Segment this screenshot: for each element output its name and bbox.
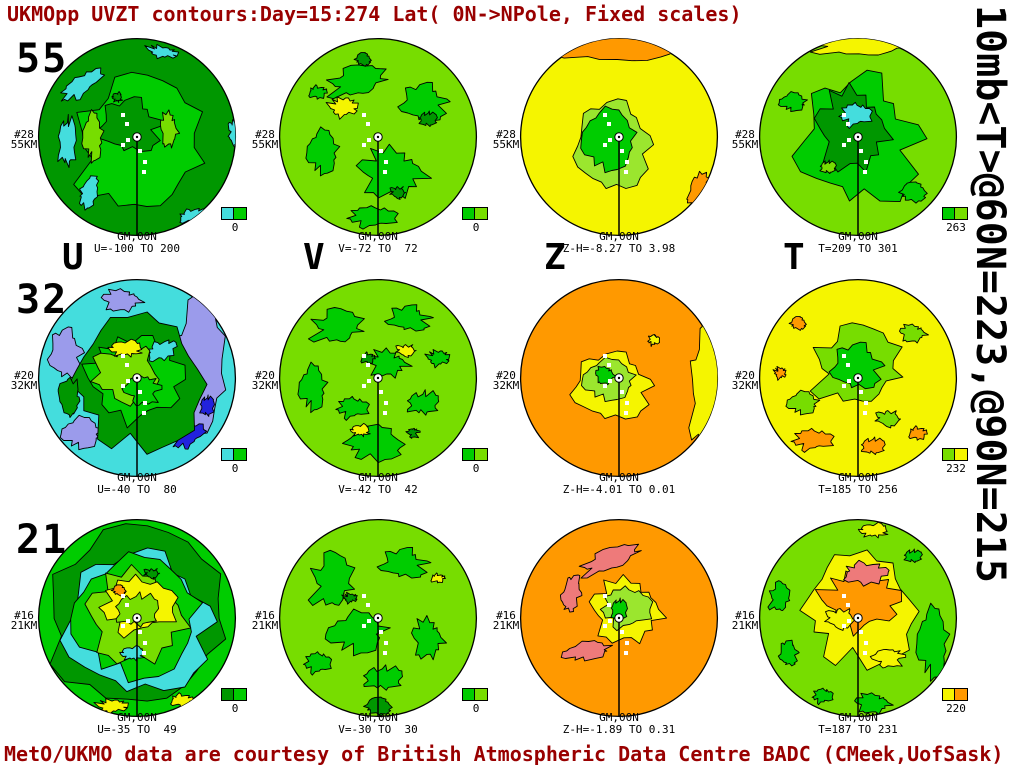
col-label-Z: Z — [544, 237, 566, 278]
footer-credit: MetO/UKMO data are courtesy of British A… — [4, 742, 1004, 766]
plot-range-label-Z-32km: Z-H=-4.01 TO 0.01 — [562, 483, 676, 496]
row-label-21: 21 — [16, 517, 69, 563]
legend-value-T-32km: 232 — [946, 462, 966, 475]
legend-swatch-right — [234, 448, 247, 461]
plot-id-label-V-21km: #16 21KM — [251, 609, 279, 632]
plot-id-label-V-55km: #28 55KM — [251, 128, 279, 151]
legend-V-32km — [462, 448, 488, 461]
legend-value-T-55km: 263 — [946, 221, 966, 234]
legend-T-21km — [942, 688, 968, 701]
contour-plot-T-55km — [758, 37, 958, 237]
col-label-V: V — [303, 237, 325, 278]
plot-id-label-Z-55km: #28 55KM — [492, 128, 520, 151]
row-label-32: 32 — [16, 277, 69, 323]
contour-plot-Z-32km — [519, 278, 719, 478]
legend-swatch-left — [942, 448, 955, 461]
legend-value-V-32km: 0 — [472, 462, 480, 475]
plot-id-label-T-32km: #20 32KM — [731, 369, 759, 392]
plot-range-label-V-21km: V=-30 TO 30 — [338, 723, 418, 736]
col-label-T: T — [783, 237, 805, 278]
plot-gm-label-Z-32km: GM,00N — [599, 471, 639, 484]
legend-U-32km — [221, 448, 247, 461]
legend-T-32km — [942, 448, 968, 461]
legend-U-55km — [221, 207, 247, 220]
contour-plot-T-21km — [758, 518, 958, 718]
plot-range-label-T-21km: T=187 TO 231 — [818, 723, 898, 736]
plot-range-label-T-55km: T=209 TO 301 — [818, 242, 898, 255]
legend-swatch-right — [234, 688, 247, 701]
plot-gm-label-V-55km: GM,00N — [358, 230, 398, 243]
legend-swatch-right — [475, 688, 488, 701]
contour-plot-U-32km — [37, 278, 237, 478]
contour-plot-U-21km — [37, 518, 237, 718]
contour-plot-Z-21km — [519, 518, 719, 718]
plot-id-label-U-32km: #20 32KM — [10, 369, 38, 392]
legend-swatch-left — [942, 688, 955, 701]
plot-id-label-T-55km: #28 55KM — [731, 128, 759, 151]
plot-range-label-U-32km: U=-40 TO 80 — [97, 483, 177, 496]
legend-value-V-21km: 0 — [472, 702, 480, 715]
col-label-U: U — [62, 237, 84, 278]
contour-plot-T-32km — [758, 278, 958, 478]
legend-swatch-right — [955, 207, 968, 220]
contour-plot-V-32km — [278, 278, 478, 478]
plot-gm-label-U-21km: GM,00N — [117, 711, 157, 724]
legend-swatch-right — [955, 688, 968, 701]
plot-gm-label-V-32km: GM,00N — [358, 471, 398, 484]
plot-gm-label-T-32km: GM,00N — [838, 471, 878, 484]
plot-range-label-V-55km: V=-72 TO 72 — [338, 242, 418, 255]
plot-gm-label-V-21km: GM,00N — [358, 711, 398, 724]
plot-id-label-U-21km: #16 21KM — [10, 609, 38, 632]
plot-range-label-V-32km: V=-42 TO 42 — [338, 483, 418, 496]
plot-gm-label-U-55km: GM,00N — [117, 230, 157, 243]
legend-U-21km — [221, 688, 247, 701]
contour-plot-V-21km — [278, 518, 478, 718]
legend-swatch-right — [475, 207, 488, 220]
legend-value-U-21km: 0 — [231, 702, 239, 715]
legend-swatch-left — [221, 688, 234, 701]
page-title: UKMOpp UVZT contours:Day=15:274 Lat( 0N-… — [7, 2, 742, 26]
legend-swatch-left — [462, 207, 475, 220]
legend-swatch-left — [462, 448, 475, 461]
contour-plot-V-55km — [278, 37, 478, 237]
plot-gm-label-T-55km: GM,00N — [838, 230, 878, 243]
legend-value-T-21km: 220 — [946, 702, 966, 715]
legend-swatch-right — [955, 448, 968, 461]
plot-range-label-U-21km: U=-35 TO 49 — [97, 723, 177, 736]
plot-range-label-U-55km: U=-100 TO 200 — [93, 242, 181, 255]
plot-id-label-U-55km: #28 55KM — [10, 128, 38, 151]
legend-value-U-55km: 0 — [231, 221, 239, 234]
legend-swatch-left — [462, 688, 475, 701]
plot-gm-label-U-32km: GM,00N — [117, 471, 157, 484]
plot-range-label-Z-21km: Z-H=-1.89 TO 0.31 — [562, 723, 676, 736]
plot-id-label-Z-21km: #16 21KM — [492, 609, 520, 632]
contour-plot-Z-55km — [519, 37, 719, 237]
legend-swatch-left — [221, 448, 234, 461]
legend-value-V-55km: 0 — [472, 221, 480, 234]
plot-id-label-V-32km: #20 32KM — [251, 369, 279, 392]
legend-swatch-left — [221, 207, 234, 220]
legend-swatch-right — [234, 207, 247, 220]
legend-V-21km — [462, 688, 488, 701]
plot-gm-label-T-21km: GM,00N — [838, 711, 878, 724]
plot-range-label-T-32km: T=185 TO 256 — [818, 483, 898, 496]
plot-id-label-Z-32km: #20 32KM — [492, 369, 520, 392]
legend-swatch-right — [475, 448, 488, 461]
plot-id-label-T-21km: #16 21KM — [731, 609, 759, 632]
contour-plot-U-55km — [37, 37, 237, 237]
plot-range-label-Z-55km: Z-H=-8.27 TO 3.98 — [562, 242, 676, 255]
legend-swatch-left — [942, 207, 955, 220]
plot-gm-label-Z-55km: GM,00N — [599, 230, 639, 243]
legend-V-55km — [462, 207, 488, 220]
legend-T-55km — [942, 207, 968, 220]
right-axis-label: 10mb<T>@60N=223,@90N=215 — [967, 5, 1013, 583]
plot-gm-label-Z-21km: GM,00N — [599, 711, 639, 724]
legend-value-U-32km: 0 — [231, 462, 239, 475]
row-label-55: 55 — [16, 36, 69, 82]
